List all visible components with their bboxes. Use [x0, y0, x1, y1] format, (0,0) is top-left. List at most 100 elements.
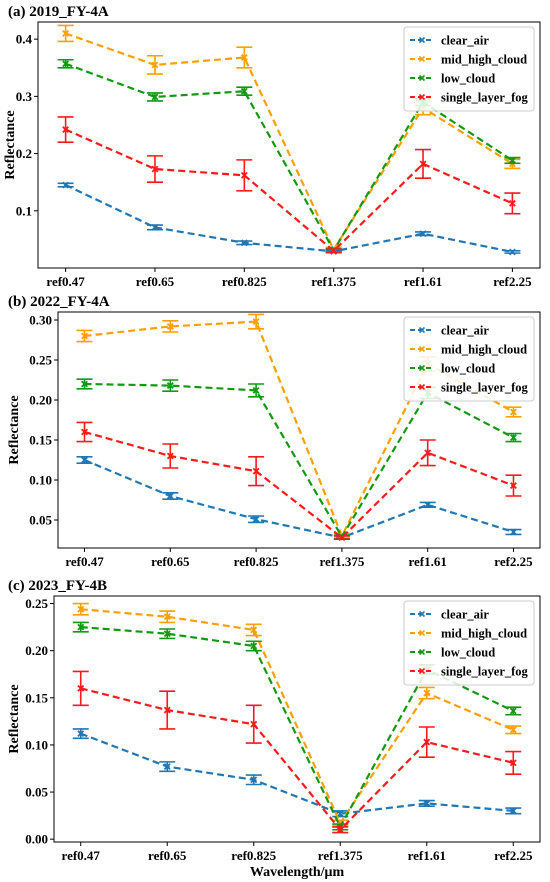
data-point — [423, 738, 431, 746]
series-clear_air — [57, 181, 521, 256]
legend-marker — [418, 667, 426, 675]
series-line — [65, 184, 513, 254]
y-tick-label: 0.20 — [25, 643, 48, 658]
series-single_layer_fog — [76, 421, 522, 542]
data-point — [77, 730, 85, 738]
y-axis-label: Reflectance — [7, 395, 22, 464]
data-point — [240, 239, 248, 247]
series-single_layer_fog — [57, 116, 521, 255]
data-point — [163, 706, 171, 714]
data-point — [81, 428, 88, 436]
y-tick-label: 0.3 — [16, 89, 33, 104]
series-line — [80, 626, 514, 830]
data-point — [250, 776, 258, 784]
data-point — [338, 534, 346, 542]
legend-box — [403, 600, 535, 686]
chart-title: (b) 2022_FY-4A — [8, 294, 110, 310]
x-tick-label: ref2.25 — [494, 554, 533, 569]
data-point — [508, 248, 516, 256]
data-point — [424, 501, 432, 509]
legend-label: clear_air — [441, 34, 489, 48]
plot-frame — [53, 595, 541, 843]
data-point — [424, 449, 432, 457]
data-point — [252, 318, 260, 326]
legend-marker — [418, 610, 426, 618]
legend-box — [403, 316, 535, 402]
y-tick-label: 0.25 — [29, 353, 52, 368]
series-line — [84, 430, 514, 540]
series-clear_air — [76, 455, 522, 542]
data-point — [510, 408, 517, 416]
series-line — [65, 62, 513, 253]
x-tick-label: ref0.65 — [148, 848, 187, 863]
data-point — [508, 157, 516, 164]
data-point — [508, 199, 516, 207]
x-tick-label: ref1.61 — [408, 554, 446, 569]
y-tick-label: 0.10 — [25, 737, 48, 752]
series-line — [84, 382, 514, 539]
x-tick-label: ref0.47 — [65, 554, 104, 569]
data-point — [252, 386, 260, 394]
legend-marker — [418, 648, 426, 656]
series-single_layer_fog — [72, 670, 522, 834]
plot-frame — [37, 21, 541, 269]
legend-label: mid_high_cloud — [441, 343, 527, 357]
y-tick-label: 0.30 — [29, 313, 52, 328]
x-tick-label: ref1.375 — [318, 848, 363, 863]
y-axis-label: Reflectance — [7, 684, 22, 753]
legend-marker — [418, 629, 426, 637]
data-point — [77, 684, 85, 692]
x-tick-label: ref0.47 — [62, 848, 101, 863]
x-tick-label: ref2.25 — [493, 274, 532, 289]
chart-panel-2: (b) 2022_FY-4A Reflectance 0.05 0.10 0.15 0.2… — [7, 294, 541, 569]
legend-marker — [418, 36, 426, 44]
x-tick-label: ref0.825 — [222, 274, 267, 289]
x-tick-label: ref0.825 — [231, 848, 276, 863]
y-tick-label: 0.4 — [16, 32, 33, 47]
data-point — [510, 434, 517, 442]
data-point — [240, 54, 248, 61]
data-point — [509, 726, 517, 734]
y-tick-label: 0.00 — [25, 832, 48, 847]
legend-label: low_cloud — [441, 646, 495, 660]
data-point — [330, 247, 338, 255]
data-point — [423, 689, 431, 697]
data-point — [163, 613, 171, 621]
legend-label: single_layer_fog — [441, 665, 529, 679]
y-tick-label: 0.2 — [16, 146, 32, 161]
data-point — [62, 60, 70, 68]
data-point — [151, 93, 159, 101]
data-point — [81, 380, 88, 388]
series-low_cloud — [76, 378, 522, 541]
legend-label: clear_air — [441, 608, 489, 622]
data-point — [151, 223, 159, 231]
series-line — [80, 687, 514, 832]
legend-marker — [418, 55, 426, 63]
data-point — [509, 807, 517, 815]
data-point — [166, 452, 174, 460]
data-point — [166, 322, 174, 330]
data-point — [419, 160, 427, 168]
data-point — [240, 87, 248, 95]
legend: clear_air mid_high_cloud low_cloud single_l… — [403, 316, 535, 402]
x-tick-label: ref0.47 — [46, 274, 85, 289]
chart-title: (c) 2023_FY-4B — [8, 578, 107, 594]
x-tick-label: ref1.375 — [319, 554, 364, 569]
series-line — [84, 458, 514, 539]
legend-marker — [418, 74, 426, 82]
series-line — [80, 608, 514, 826]
legend-label: mid_high_cloud — [441, 53, 527, 67]
data-point — [423, 799, 431, 807]
series-mid_high_cloud — [72, 602, 522, 827]
legend-marker — [418, 364, 426, 372]
legend-label: mid_high_cloud — [441, 627, 527, 641]
data-point — [250, 720, 258, 728]
data-point — [510, 482, 517, 490]
legend-label: single_layer_fog — [441, 381, 529, 395]
data-point — [252, 515, 260, 523]
legend: clear_air mid_high_cloud low_cloud single_l… — [403, 600, 535, 686]
data-point — [336, 810, 344, 818]
data-point — [77, 605, 85, 613]
legend-box — [403, 26, 535, 112]
chart-panel-1: (a) 2019_FY-4A Reflectance 0.1 0.2 0.3 0.4 ref… — [3, 4, 541, 289]
